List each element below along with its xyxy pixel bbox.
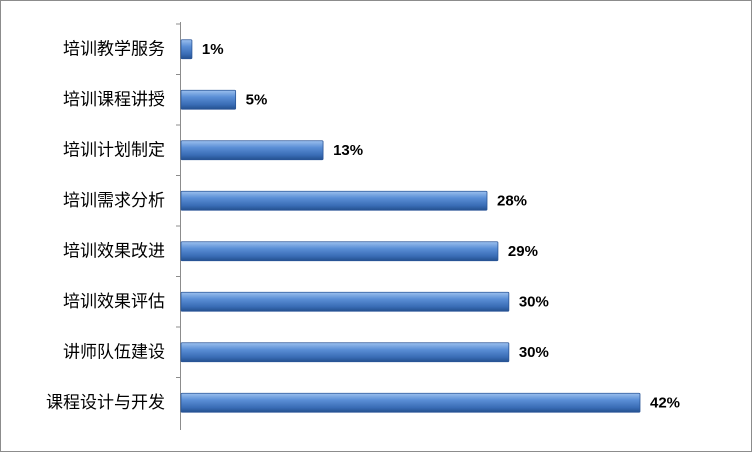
category-label: 培训课程讲授 [63,90,165,110]
value-label: 13% [333,142,363,159]
bar [180,241,499,262]
value-label: 5% [246,92,268,109]
bar [180,190,488,211]
value-label: 1% [202,41,224,58]
bar [180,291,510,312]
category-label: 讲师队伍建设 [63,342,165,362]
value-label: 29% [508,243,538,260]
bar [180,342,510,363]
category-label: 课程设计与开发 [46,393,165,413]
bar [180,392,641,413]
category-label: 培训效果改进 [63,241,165,261]
category-label: 培训教学服务 [63,39,165,59]
bar [180,140,324,161]
bar [180,89,237,110]
value-label: 28% [497,193,527,210]
value-label: 42% [650,395,680,412]
value-label: 30% [519,294,549,311]
category-label: 培训计划制定 [63,140,165,160]
category-label: 培训效果评估 [63,292,165,312]
category-label: 培训需求分析 [63,191,165,211]
bar [180,39,193,60]
value-label: 30% [519,344,549,361]
